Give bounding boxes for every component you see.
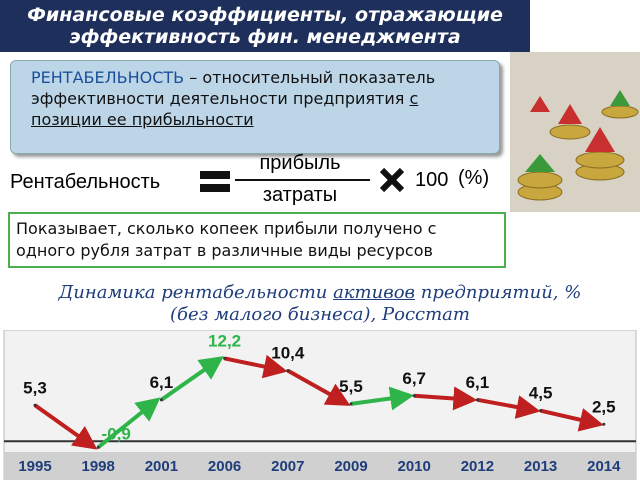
definition-text: – относительный показатель эффективности… [31,68,436,108]
data-point [33,403,37,407]
trend-segment [350,386,415,411]
data-point [286,369,290,373]
x-tick-label: 2013 [524,458,557,475]
chart: 1995 5,3 1998 -0,9 2001 6,1 2006 12,2 2007 10,4 20… [3,330,637,480]
x-tick-label: 2006 [208,458,241,475]
value-label: 6,1 [466,373,490,392]
value-label: 4,5 [529,384,553,403]
chart-title-part: (без малого бизнеса), Росстат [170,304,470,325]
trend-segment [96,397,161,449]
trend-segment [540,408,604,432]
value-label: 5,5 [339,377,363,396]
value-label: 10,4 [271,344,305,363]
chart-title: Динамика рентабельности активов предприя… [0,282,640,326]
trend-segment [224,354,288,379]
x-tick-label: 2009 [334,458,367,475]
header-title: эффективность фин. менеджмента [69,26,461,48]
definition-term: РЕНТАБЕЛЬНОСТЬ [31,68,185,87]
x-tick-label: 1995 [18,458,51,475]
data-point [96,445,100,449]
formula-numerator: прибыль [259,152,340,174]
data-point [349,402,353,406]
value-label: 2,5 [592,397,616,416]
data-point [223,356,227,360]
value-label: 6,1 [150,373,174,392]
coins-picture [510,52,640,212]
chart-title-part: активов [333,282,416,303]
header: Финансовые коэффициенты, отражающие эффе… [0,0,530,52]
value-label: 6,7 [402,369,426,388]
formula-left: Рентабельность [10,171,160,193]
trend-segment [477,395,541,419]
x-tick-label: 2012 [461,458,494,475]
formula-multiplier: 100 [415,169,448,191]
definition-underlined: с позиции ее прибыльности [31,89,419,129]
value-label: 5,3 [23,378,47,397]
x-tick-label: 2010 [398,458,431,475]
note-box: Показывает, сколько копеек прибыли получ… [8,212,506,268]
formula: Рентабельность прибыль затраты 100 (%) [10,152,489,206]
trend-segment [160,356,224,402]
data-point [539,409,543,413]
chart-title-part: предприятий, % [415,282,582,303]
chart-title-part: Динамика рентабельности [58,282,334,303]
trend-segment [33,403,98,450]
x-tick-label: 2014 [587,458,621,475]
formula-unit: (%) [458,167,489,189]
data-point [475,398,479,402]
header-title: Финансовые коэффициенты, отражающие [27,4,503,26]
value-label: -0,9 [102,424,131,443]
data-point [412,394,416,398]
data-point [602,422,606,426]
trend-segment [414,386,478,411]
x-tick-label: 2007 [271,458,304,475]
formula-denominator: затраты [263,184,337,206]
value-label: 12,2 [208,331,241,350]
x-tick-label: 2001 [145,458,178,475]
trend-segment [286,368,351,406]
data-point [159,398,163,402]
definition-box: РЕНТАБЕЛЬНОСТЬ – относительный показател… [10,60,500,154]
x-tick-label: 1998 [82,458,115,475]
